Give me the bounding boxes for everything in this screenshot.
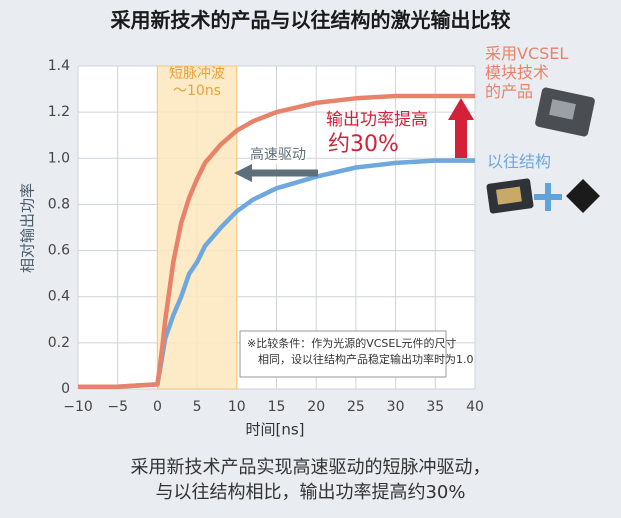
note-box — [239, 330, 447, 378]
conventional-part-window — [496, 186, 522, 205]
chart-title: 采用新技术的产品与以往结构的激光输出比较 — [110, 8, 511, 32]
x-tick-label: 35 — [426, 399, 444, 415]
y-tick-label: 0.2 — [48, 335, 70, 351]
y-tick-label: 1.2 — [48, 104, 70, 120]
gain-pct-annotation: 约30% — [328, 132, 399, 157]
legend-label: 以往结构 — [487, 152, 552, 171]
x-tick-label: 30 — [387, 399, 405, 415]
drive-annotation: 高速驱动 — [250, 147, 306, 164]
drive-arrow-head — [234, 164, 252, 182]
y-tick-label: 0.6 — [48, 243, 70, 259]
y-tick-label: 0.8 — [48, 196, 70, 212]
caption: 采用新技术产品实现高速驱动的短脉冲驱动， 与以往结构相比，输出功率提高约30% — [130, 457, 491, 504]
y-axis-label: 相对输出功率 — [19, 183, 37, 273]
x-tick-label: 25 — [347, 399, 365, 415]
shaded-label: 短脉冲波 ～10ns — [169, 66, 225, 99]
x-tick-label: 40 — [466, 399, 484, 415]
note-text: ※比较条件：作为光源的VCSEL元件的尺寸 相同，设以往结构产品稳定输出功率时为… — [247, 337, 474, 366]
y-tick-label: 1.4 — [48, 58, 70, 74]
driver-chip-icon — [566, 179, 600, 213]
x-axis-label: 时间[ns] — [245, 421, 304, 439]
gain-annotation: 输出功率提高 — [326, 110, 428, 130]
legend-label: 采用VCSEL 模块技术 的产品 — [485, 44, 569, 102]
series-line — [78, 93, 475, 389]
x-tick-label: 5 — [193, 399, 202, 415]
y-tick-label: 1.0 — [48, 150, 70, 166]
shaded-region — [156, 65, 238, 390]
plus-icon — [534, 183, 562, 211]
x-tick-label: −5 — [107, 399, 128, 415]
gain-arrow — [455, 118, 467, 158]
x-tick-label: 10 — [228, 399, 246, 415]
vcsel-module-window — [549, 99, 576, 120]
x-tick-label: 15 — [268, 399, 286, 415]
y-tick-label: 0 — [61, 381, 70, 397]
x-tick-label: 20 — [307, 399, 325, 415]
x-tick-label: −10 — [63, 399, 93, 415]
gain-arrow-head — [448, 98, 474, 120]
y-tick-label: 0.4 — [48, 289, 70, 305]
x-tick-label: 0 — [153, 399, 162, 415]
